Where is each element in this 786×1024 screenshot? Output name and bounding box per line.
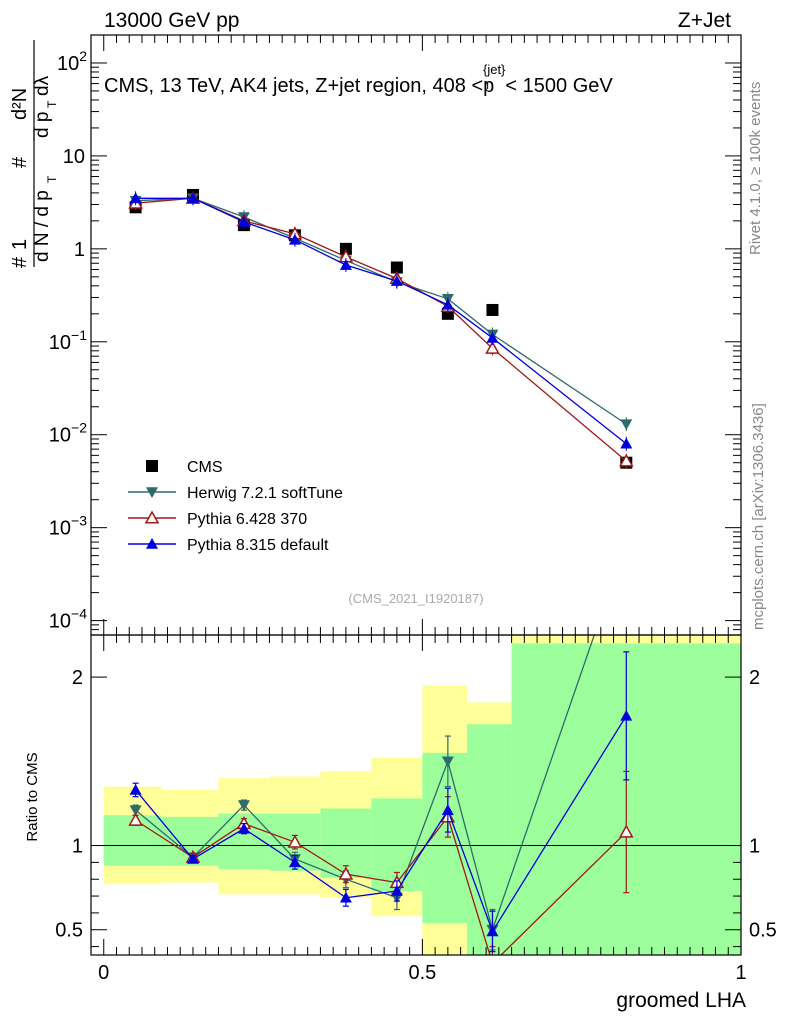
ratio-frame (90, 634, 742, 956)
main-ytick-label: 10−1 (49, 327, 87, 354)
ratio-xtick-label: 1 (735, 962, 746, 984)
ratio-data-point (237, 822, 250, 834)
main-data-point (620, 419, 633, 431)
main-ylabel-den2-lambda: dλ (32, 75, 53, 96)
main-data-point (486, 331, 499, 343)
main-data-point (486, 303, 499, 316)
ratio-data-point (441, 804, 454, 815)
main-ylabel-hash1: # (9, 256, 31, 268)
main-ylabel-num: d²N (9, 88, 31, 120)
ratio-ytick-label-left: 2 (72, 667, 83, 689)
ratio-data-point (390, 885, 403, 896)
main-ylabel-den1-sub: T (45, 175, 59, 183)
main-ytick-base: 10 (49, 611, 71, 633)
mcplots-label: mcplots.cern.ch [arXiv:1306.3436] (750, 403, 767, 630)
ratio-data-point (339, 891, 352, 903)
plot-title-main: CMS, 13 TeV, AK4 jets, Z+jet region, 408… (104, 75, 494, 97)
main-data-point (485, 340, 500, 354)
main-ytick-label: 10−2 (49, 420, 87, 447)
legend-marker (146, 460, 158, 472)
plot-title: CMS, 13 TeV, AK4 jets, Z+jet region, 408… (104, 62, 613, 97)
ratio-xtick-label: 0 (98, 962, 109, 984)
main-plot (128, 188, 634, 469)
main-ylabel-den1: d N / d p (32, 190, 53, 262)
ratio-data-point (620, 538, 632, 549)
main-ytick-base: 10 (49, 425, 71, 447)
main-data-point (619, 453, 634, 467)
main-ytick-base: 10 (57, 53, 79, 75)
main-ytick-exp: −1 (71, 327, 87, 343)
main-ytick-base: 10 (49, 332, 71, 354)
plot-title-tail: < 1500 GeV (505, 75, 613, 97)
main-ytick-label: 102 (57, 48, 87, 75)
main-ytick-exp: −4 (71, 606, 87, 622)
ratio-ytick-label-right: 1 (749, 836, 760, 858)
main-series-line (135, 197, 627, 445)
plot-title-sup: {jet} (483, 62, 506, 77)
rivet-label: Rivet 4.1.0, ≥ 100k events (747, 82, 764, 255)
ratio-data-point (287, 834, 303, 848)
header-energy: 13000 GeV pp (104, 9, 239, 32)
main-data-point (339, 259, 352, 270)
main-data-point (620, 437, 633, 449)
main-ytick-base: 10 (49, 518, 71, 540)
ratio-ytick-label-right: 0.5 (749, 920, 777, 942)
main-data-point (237, 215, 250, 227)
ratio-data-point (620, 709, 633, 721)
plot-title-sub: T (484, 80, 491, 92)
main-data-point (339, 242, 352, 255)
main-ylabel: # 1 # d²N (9, 88, 31, 268)
ratio-data-point (619, 824, 634, 838)
legend: CMS Herwig 7.2.1 softTune Pythia 6.428 370… (128, 459, 343, 554)
ratio-data-point (128, 812, 143, 826)
main-ytick-label: 10−4 (49, 606, 87, 633)
main-data-point (186, 192, 199, 204)
main-ytick-exp: −3 (71, 513, 87, 529)
ratio-xtick-label: 0.5 (408, 962, 436, 984)
legend-marker (144, 510, 160, 524)
ratio-data-point (486, 925, 499, 937)
main-ylabel-den2: d p (32, 112, 53, 138)
main-ylabel-frac1: 1 (9, 239, 31, 250)
x-axis-label: groomed LHA (616, 989, 746, 1012)
ratio-data-point (186, 853, 199, 864)
main-ytick-label: 10−3 (49, 513, 87, 540)
ratio-ytick-label-left: 0.5 (55, 920, 83, 942)
main-ytick-exp: 2 (79, 48, 87, 64)
legend-label: CMS (187, 459, 223, 476)
ratio-data-point (237, 800, 250, 812)
legend-marker (146, 538, 158, 549)
main-data-point (288, 233, 301, 245)
legend-label: Pythia 8.315 default (187, 537, 329, 554)
main-ytick-label: 1 (74, 239, 85, 261)
main-data-point (390, 261, 403, 274)
ratio-data-point (338, 866, 354, 880)
ratio-ytick-label-left: 1 (72, 836, 83, 858)
main-data-point (390, 275, 403, 286)
main-data-point (441, 298, 454, 310)
main-ytick-exp: −2 (71, 420, 87, 436)
legend-marker (146, 487, 158, 498)
main-series-line (135, 197, 627, 425)
main-series-line (135, 197, 627, 462)
ratio-data-point (288, 856, 301, 868)
analysis-watermark: (CMS_2021_I1920187) (348, 591, 483, 606)
ratio-ytick-label-right: 2 (749, 667, 760, 689)
ratio-plot (91, 538, 741, 968)
main-ylabel-frac2: # (9, 156, 31, 168)
ratio-data-point (486, 957, 498, 968)
main-ytick-label: 10 (63, 146, 85, 168)
legend-label: Pythia 6.428 370 (187, 511, 307, 528)
ratio-data-point (129, 783, 142, 795)
main-ylabel-den2-sub: T (45, 100, 59, 108)
header-process: Z+Jet (678, 9, 731, 32)
ratio-ylabel: Ratio to CMS (24, 752, 41, 841)
legend-label: Herwig 7.2.1 softTune (187, 485, 343, 502)
main-data-point (129, 192, 142, 204)
ratio-band-inner (422, 752, 467, 923)
ratio-data-point (441, 756, 454, 768)
ratio-data-point (129, 805, 142, 817)
